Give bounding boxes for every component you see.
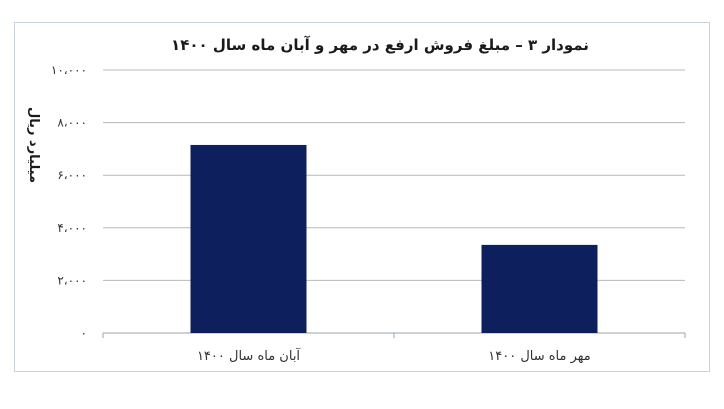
bar bbox=[481, 244, 598, 333]
x-category-label: مهر ماه سال ۱۴۰۰ bbox=[488, 349, 591, 364]
y-tick-label: ۴،۰۰۰ bbox=[57, 221, 87, 235]
bar bbox=[190, 144, 307, 333]
y-tick-label: ۶،۰۰۰ bbox=[57, 168, 87, 182]
y-tick-label: ۸،۰۰۰ bbox=[57, 116, 87, 130]
y-tick-label: ۱۰،۰۰۰ bbox=[51, 63, 87, 77]
x-category-label: آبان ماه سال ۱۴۰۰ bbox=[197, 347, 301, 364]
y-tick-label: ۲،۰۰۰ bbox=[57, 273, 87, 287]
chart-title: نمودار ۳ – مبلغ فروش ارفع در مهر و آبان … bbox=[171, 36, 589, 54]
y-axis-label: میلیارد ریال bbox=[26, 107, 41, 183]
y-tick-label: ۰ bbox=[81, 326, 87, 340]
